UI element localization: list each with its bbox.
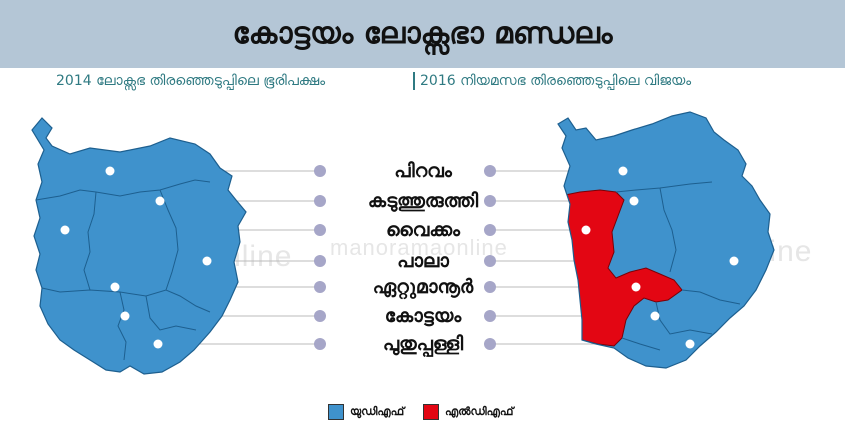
constituency-label-vaikom: വൈക്കം (385, 219, 460, 241)
constituency-label-ettumanoor: ഏറ്റുമാനൂർ (372, 276, 474, 298)
legend-udf: യുഡിഎഫ് (328, 403, 404, 421)
markers-2014 (60, 166, 212, 349)
subtitle-divider (413, 72, 415, 90)
bullet-left (314, 224, 326, 236)
region-2014 (32, 118, 246, 374)
bullet-left (314, 195, 326, 207)
region-borders-2014 (35, 179, 211, 361)
map-2016 (557, 111, 775, 369)
marker-piravom-2014 (105, 166, 115, 176)
bullet-left (314, 255, 326, 267)
bullet-right (484, 281, 496, 293)
region-2016 (559, 189, 683, 347)
legend-label-udf: യുഡിഎഫ് (350, 405, 405, 418)
region-borders-2016 (615, 181, 741, 351)
title-banner (0, 0, 845, 68)
markers-2016 (581, 166, 739, 349)
marker-vaikom-2016 (581, 225, 591, 235)
bullet-right (484, 310, 496, 322)
marker-puthuppally-2016 (685, 339, 695, 349)
bullet-left (314, 338, 326, 350)
page-title: കോട്ടയം ലോക്സഭാ മണ്ഡലം (232, 16, 613, 51)
constituency-label-puthuppally: പുതുപ്പള്ളി (382, 333, 464, 355)
map-2014 (31, 117, 247, 375)
marker-kottayam-2014 (120, 311, 130, 321)
marker-ettumanoor-2014 (110, 282, 120, 292)
legend-ldf: എൽഡിഎഫ് (423, 403, 513, 421)
marker-ettumanoor-2016 (631, 282, 641, 292)
constituency-label-piravom: പിറവം (394, 160, 452, 182)
marker-kaduthuruthy-2016 (629, 196, 639, 206)
bullet-right (484, 224, 496, 236)
bullet-left (314, 165, 326, 177)
constituency-label-pala: പാലാ (397, 250, 449, 272)
bullet-left (314, 310, 326, 322)
marker-pala-2016 (729, 256, 739, 266)
outline-2014 (31, 117, 247, 375)
constituency-label-kottayam: കോട്ടയം (384, 305, 462, 327)
marker-piravom-2016 (618, 166, 628, 176)
legend-swatch-udf (328, 404, 344, 420)
bullet-right (484, 195, 496, 207)
bullet-right (484, 338, 496, 350)
legend-label-ldf: എൽഡിഎഫ് (445, 405, 514, 418)
bullet-right (484, 165, 496, 177)
marker-vaikom-2014 (60, 225, 70, 235)
marker-puthuppally-2014 (153, 339, 163, 349)
label-bullets (314, 165, 496, 350)
watermark-center: manoramaonline (330, 235, 508, 260)
bullet-left (314, 281, 326, 293)
outline-2016 (557, 111, 775, 369)
constituency-label-kaduthuruthy: കടുത്തുരുത്തി (367, 190, 479, 212)
subtitle-2016: 2016 നിയമസഭ തിരഞ്ഞെടുപ്പിലെ വിജയം (420, 73, 692, 89)
subtitle-2014: 2014 ലോക്സഭ തിരഞ്ഞെടുപ്പിലെ ഭൂരിപക്ഷം (56, 73, 326, 89)
marker-pala-2014 (202, 256, 212, 266)
marker-kaduthuruthy-2014 (155, 196, 165, 206)
marker-kottayam-2016 (650, 311, 660, 321)
bullet-right (484, 255, 496, 267)
legend-swatch-ldf (423, 404, 439, 420)
